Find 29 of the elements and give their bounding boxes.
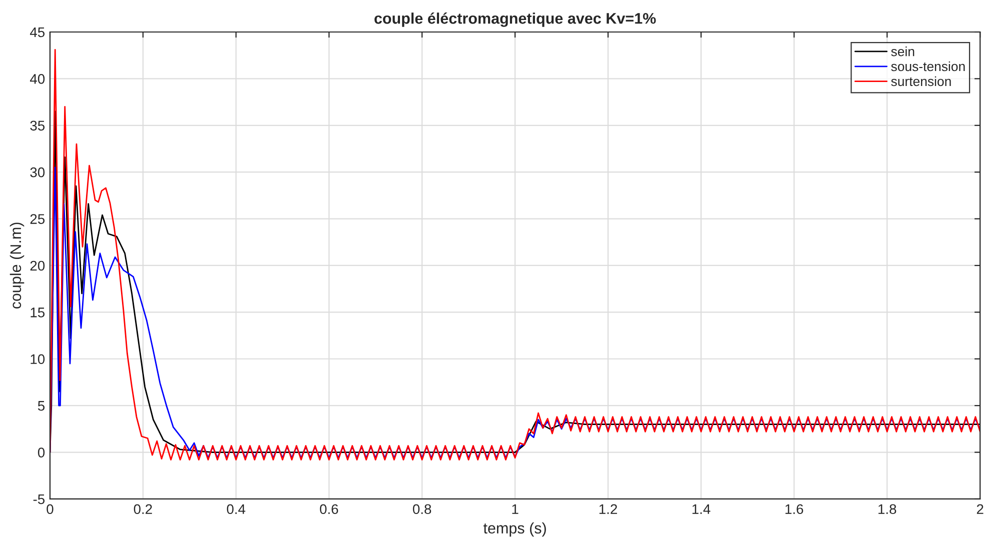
y-tick-label: -5: [33, 494, 45, 504]
x-tick-label: 0: [46, 504, 54, 514]
y-tick-label: 35: [30, 120, 45, 131]
y-tick-label: 45: [30, 27, 45, 38]
y-tick-label: 0: [38, 448, 45, 458]
x-axis-title: temps (s): [483, 522, 546, 537]
legend-label: surtension: [891, 76, 951, 86]
legend-label: sous-tension: [891, 61, 965, 72]
y-tick-label: 40: [30, 74, 45, 84]
chart-title: couple éléctromagnetique avec Kv=1%: [374, 12, 656, 27]
x-tick-label: 0.2: [134, 504, 152, 514]
x-tick-label: 0.8: [412, 504, 432, 514]
line-series: [50, 166, 980, 459]
x-tick-label: 1.4: [692, 504, 710, 514]
x-tick-label: 0.4: [226, 504, 246, 514]
y-tick-label: 10: [30, 354, 45, 364]
x-tick-label: 0.6: [320, 504, 338, 514]
y-tick-label: 5: [38, 401, 45, 411]
y-axis-title: couple (N.m): [10, 222, 24, 309]
y-tick-label: 30: [30, 167, 45, 178]
x-tick-label: 1: [512, 504, 518, 514]
x-tick-label: 1.8: [878, 504, 896, 514]
legend-label: sein: [891, 46, 914, 56]
x-tick-label: 1.2: [599, 504, 618, 514]
x-tick-label: 2: [976, 504, 984, 514]
y-tick-label: 20: [30, 260, 45, 271]
y-tick-label: 15: [30, 308, 45, 318]
x-tick-label: 1.6: [785, 504, 804, 514]
y-tick-label: 25: [30, 214, 45, 224]
